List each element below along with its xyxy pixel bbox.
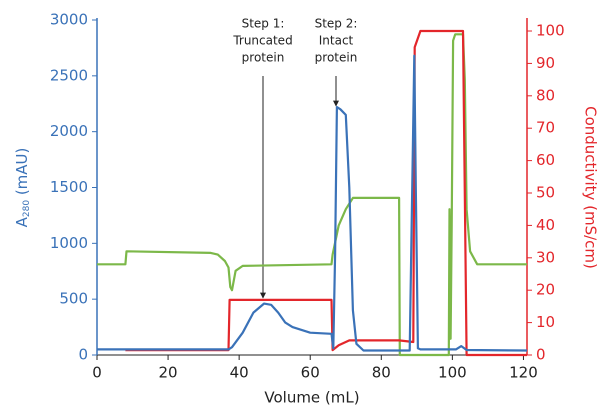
y2-tick-label: 0 <box>536 346 546 364</box>
annotation-text: Truncated <box>232 34 292 48</box>
y2-tick-label: 20 <box>536 281 555 299</box>
y2-tick-label: 30 <box>536 248 555 266</box>
y-axis-label: A280 (mAU) <box>13 148 32 228</box>
y2-tick-label: 40 <box>536 216 555 234</box>
y-tick-label: 500 <box>59 290 88 308</box>
annotation-text: Step 2: <box>315 17 358 31</box>
y-tick-label: 2000 <box>50 122 88 140</box>
annotation-text: Step 1: <box>242 17 285 31</box>
y2-tick-label: 50 <box>536 184 555 202</box>
annotation-text: Intact <box>319 34 354 48</box>
x-tick-label: 100 <box>438 364 467 382</box>
y2-tick-label: 90 <box>536 54 555 72</box>
y2-tick-label: 80 <box>536 86 555 104</box>
x-tick-label: 80 <box>372 364 391 382</box>
x-tick-label: 0 <box>92 364 102 382</box>
y-tick-label: 0 <box>78 346 88 364</box>
y2-tick-label: 10 <box>536 313 555 331</box>
x-tick-label: 60 <box>301 364 320 382</box>
x-tick-label: 20 <box>159 364 178 382</box>
y2-tick-label: 70 <box>536 119 555 137</box>
series-line <box>125 29 527 357</box>
y-axis-label-unit: (mAU) <box>13 148 31 200</box>
y-axis-label-sub: 280 <box>22 200 32 217</box>
annotation-text: protein <box>242 51 285 65</box>
series-line <box>97 54 528 352</box>
x-axis-label: Volume (mL) <box>264 389 359 407</box>
y-axis-label-main: A <box>13 216 31 227</box>
y2-axis-label: Conductivity (mS/cm) <box>582 106 600 269</box>
x-tick-label: 120 <box>509 364 538 382</box>
x-tick-label: 40 <box>230 364 249 382</box>
y-tick-label: 1500 <box>50 178 88 196</box>
annotation-text: protein <box>315 51 358 65</box>
y-tick-label: 1000 <box>50 234 88 252</box>
y2-tick-label: 60 <box>536 151 555 169</box>
y-tick-label: 3000 <box>50 11 88 29</box>
y2-tick-label: 100 <box>536 22 565 40</box>
y-tick-label: 2500 <box>50 66 88 84</box>
